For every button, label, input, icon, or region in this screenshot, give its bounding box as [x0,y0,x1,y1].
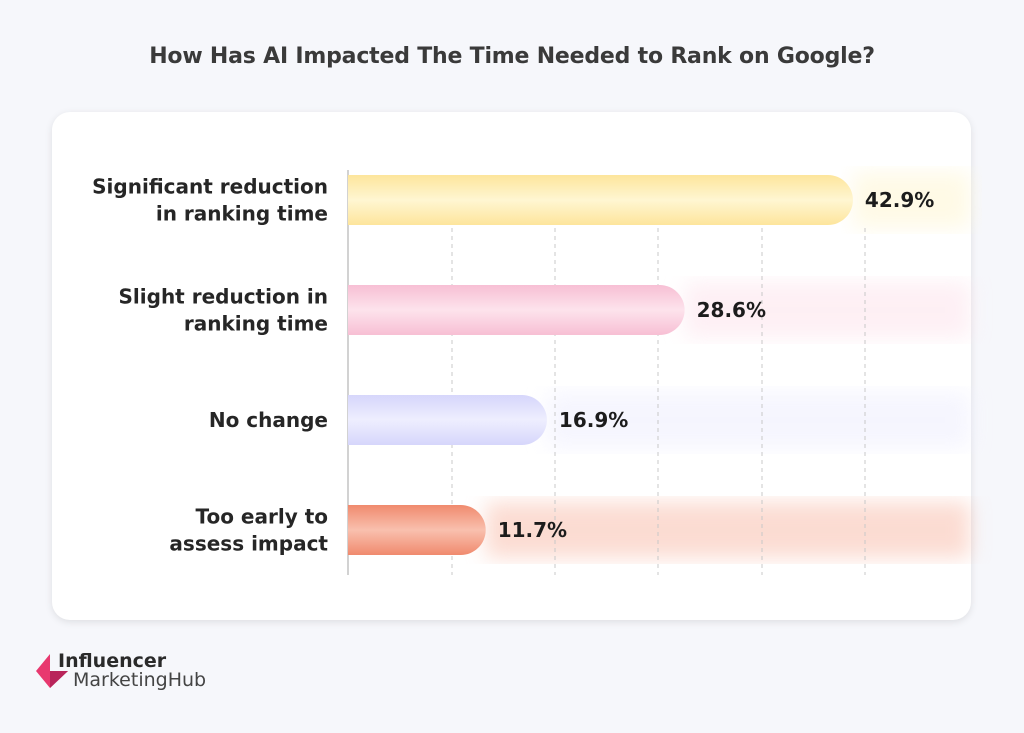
bar [348,175,853,225]
value-label: 42.9% [865,188,934,212]
bar-glow [546,392,970,448]
value-label: 11.7% [498,518,567,542]
category-label: No change [209,408,328,432]
logo-line1: Influencer [58,650,167,672]
logo-mark-icon [36,654,68,688]
value-label: 28.6% [697,298,766,322]
logo-line2: MarketingHub [73,669,207,691]
bar [348,394,547,445]
category-label: in ranking time [156,202,328,226]
category-label: Significant reduction [92,175,328,199]
category-label: Slight reduction in [119,285,328,309]
bar [348,285,685,335]
bar [348,505,486,555]
bar-glow [684,282,970,338]
value-label: 16.9% [559,408,628,432]
bar-glow [852,172,970,228]
category-label: ranking time [184,312,328,336]
bar-glow [485,502,970,558]
category-label: assess impact [169,532,328,556]
chart-title: How Has AI Impacted The Time Needed to R… [149,44,875,69]
category-label: Too early to [195,505,328,529]
